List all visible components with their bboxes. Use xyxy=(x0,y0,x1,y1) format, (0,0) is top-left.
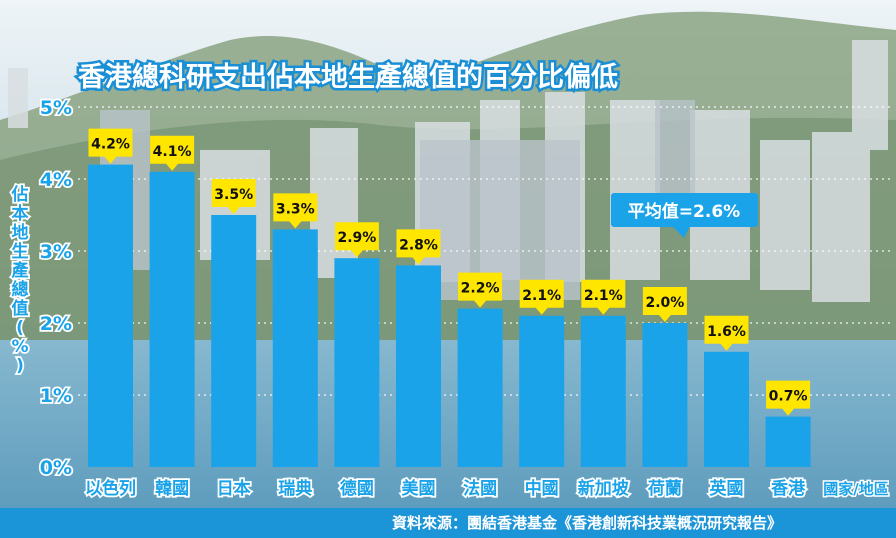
x-tick-label: 法國 xyxy=(463,478,497,499)
y-axis-label: 佔本地生產總值(%) xyxy=(9,182,31,378)
value-label: 2.2% xyxy=(461,281,500,297)
y-tick-label: 5% xyxy=(40,97,72,119)
bar xyxy=(642,323,688,467)
value-label: 4.2% xyxy=(91,137,130,153)
value-labels: 4.2% 4.1% 3.5% 3.3% 2.9% 2.8% 2.2% 2.1% 2.1% 2.0%… xyxy=(88,128,811,416)
y-tick-label: 4% xyxy=(40,169,72,191)
y-axis-label-text: 佔本地生產總值(%) xyxy=(11,184,29,376)
bar xyxy=(396,265,441,467)
x-tick-label: 德國 xyxy=(340,478,374,499)
source-caption: 資料來源：團結香港基金《香港創新科技業概況研究報告》 xyxy=(392,514,783,532)
x-tick-label: 瑞典 xyxy=(278,478,312,499)
value-label-box xyxy=(273,193,318,229)
value-label-box xyxy=(519,279,564,315)
x-tick-labels: 以色列 韓國 日本 瑞典 德國 美國 法國 中國 新加坡 荷蘭 英國 香港 xyxy=(83,476,808,501)
x-tick-label: 英國 xyxy=(710,478,744,499)
bar xyxy=(272,229,318,467)
value-label: 2.1% xyxy=(584,288,623,304)
value-label: 4.1% xyxy=(153,144,192,160)
average-label-pointer xyxy=(672,226,690,238)
x-tick-label: 日本 xyxy=(217,478,251,499)
value-label: 2.0% xyxy=(645,295,684,311)
bars xyxy=(88,164,811,468)
x-tick-label: 中國 xyxy=(525,478,559,499)
value-label-box xyxy=(334,222,379,258)
x-tick-label: 以色列 xyxy=(85,478,136,499)
value-label-box xyxy=(458,272,503,308)
value-label: 3.5% xyxy=(214,187,253,203)
value-label: 2.9% xyxy=(337,230,376,246)
average-label-box xyxy=(611,193,758,227)
y-tick-label: 2% xyxy=(40,313,72,335)
value-label: 3.3% xyxy=(276,201,315,217)
y-tick-label: 1% xyxy=(40,385,72,407)
value-label-box xyxy=(642,287,687,322)
value-label-box xyxy=(581,279,626,315)
value-label-box xyxy=(396,229,441,265)
bar xyxy=(88,164,133,467)
bar xyxy=(704,351,749,467)
x-tick-label: 荷蘭 xyxy=(648,478,682,499)
bar xyxy=(149,171,195,468)
bar xyxy=(519,315,565,467)
x-tick-label: 香港 xyxy=(771,478,806,499)
value-label-box xyxy=(150,135,195,171)
y-tick-label: 0% xyxy=(40,457,72,479)
chart-title: 香港總科研支出佔本地生產總值的百分比偏低 xyxy=(78,61,618,93)
value-label-box xyxy=(88,128,133,164)
x-tick-label: 新加坡 xyxy=(578,478,629,499)
value-label-box xyxy=(211,179,256,214)
bar xyxy=(334,258,380,467)
value-label: 2.8% xyxy=(399,237,438,253)
bar xyxy=(580,315,626,467)
x-tick-label: 韓國 xyxy=(155,478,189,499)
average-annotation: 平均值=2.6% xyxy=(611,193,758,238)
value-label-box xyxy=(766,380,811,416)
y-tick-label: 3% xyxy=(40,241,72,263)
bar xyxy=(765,416,811,467)
average-label: 平均值=2.6% xyxy=(628,201,740,222)
x-axis-label: 國家/地區 xyxy=(823,480,888,498)
bar xyxy=(211,215,257,467)
x-tick-label: 美國 xyxy=(402,478,436,499)
value-label-box xyxy=(704,315,749,351)
value-label: 0.7% xyxy=(769,389,808,405)
y-tick-labels: 0% 1% 2% 3% 4% 5% xyxy=(38,95,74,481)
value-label: 2.1% xyxy=(522,288,561,304)
value-label: 1.6% xyxy=(707,324,746,340)
bar xyxy=(457,308,503,467)
